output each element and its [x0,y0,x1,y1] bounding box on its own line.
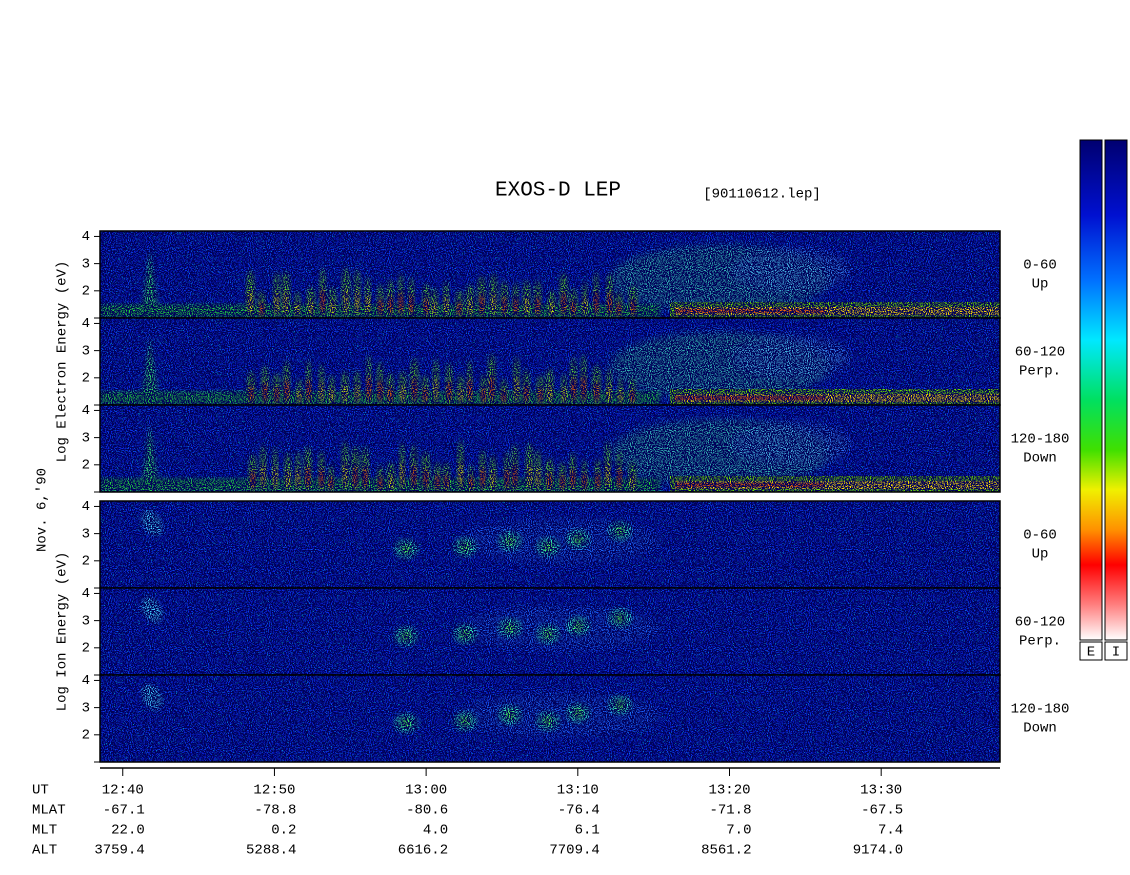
panel-direction: Up [1032,547,1049,563]
y-tick-label: 2 [82,554,90,570]
ephemeris-value: 6616.2 [398,843,448,859]
x-tick-label: 13:10 [557,783,599,799]
file-name: [90110612.lep] [703,187,821,203]
ephemeris-value: -80.6 [406,803,448,819]
spectrogram-panel [100,588,1000,675]
panel-range: 60-120 [1015,345,1065,361]
panel-direction: Perp. [1019,364,1061,380]
x-tick-label: 13:30 [860,783,902,799]
ephemeris-value: 0.2 [271,823,296,839]
panel-range: 120-180 [1011,432,1070,448]
color-bar [1104,139,1128,641]
y-tick-label: 3 [82,526,90,542]
x-tick-label: 13:00 [405,783,447,799]
color-bar [1079,139,1103,641]
y-tick-label: 4 [82,673,90,689]
y-tick-label: 2 [82,728,90,744]
panel-range: 120-180 [1011,702,1070,718]
panel-direction: Perp. [1019,634,1061,650]
ephemeris-value: 22.0 [111,823,145,839]
y-tick-label: 4 [82,499,90,515]
y-axis-label: Log Electron Energy (eV) [55,261,71,463]
y-tick-label: 2 [82,371,90,387]
y-tick-label: 3 [82,430,90,446]
panel-frame [99,674,1001,763]
color-bar-label: E [1087,645,1095,661]
spectrogram-panel [100,405,1000,492]
panel-direction: Down [1023,451,1057,467]
color-bar-box [1079,641,1103,661]
spectrogram-panel [100,231,1000,318]
row-label: UT [32,783,49,799]
ephemeris-value: 4.0 [423,823,448,839]
y-tick-label: 4 [82,316,90,332]
ephemeris-value: -67.5 [861,803,903,819]
panel-frame [99,404,1001,493]
color-bar-label: I [1112,645,1120,661]
panel-range: 60-120 [1015,615,1065,631]
y-tick-label: 4 [82,403,90,419]
y-tick-label: 3 [82,613,90,629]
ephemeris-value: 7.0 [726,823,751,839]
y-tick-label: 4 [82,229,90,245]
panel-direction: Up [1032,277,1049,293]
y-tick-label: 2 [82,641,90,657]
ephemeris-value: 6.1 [575,823,600,839]
y-tick-label: 3 [82,700,90,716]
panel-range: 0-60 [1023,528,1057,544]
ephemeris-value: -76.4 [558,803,600,819]
date-label: Nov. 6,'90 [35,468,51,552]
dropouts [100,675,1000,762]
y-tick-label: 4 [82,586,90,602]
ephemeris-value: 7.4 [878,823,903,839]
y-tick-label: 3 [82,343,90,359]
ephemeris-value: -67.1 [103,803,145,819]
row-label: MLAT [32,803,66,819]
ephemeris-value: 3759.4 [94,843,144,859]
ephemeris-value: 8561.2 [701,843,751,859]
y-tick-label: 2 [82,284,90,300]
color-bar-box [1104,641,1128,661]
y-tick-label: 2 [82,458,90,474]
dropouts [100,318,1000,405]
dropouts [100,231,1000,318]
panel-direction: Down [1023,721,1057,737]
ephemeris-value: -71.8 [709,803,751,819]
row-label: ALT [32,843,57,859]
spectrogram-panel [100,501,1000,588]
title: EXOS-D LEP [495,180,621,203]
dropouts [100,501,1000,588]
dropouts [100,588,1000,675]
row-label: MLT [32,823,57,839]
spectrogram-panel [100,318,1000,405]
x-tick-label: 12:40 [102,783,144,799]
x-tick-label: 12:50 [253,783,295,799]
x-tick-label: 13:20 [708,783,750,799]
y-tick-label: 3 [82,256,90,272]
ephemeris-value: -78.8 [254,803,296,819]
ephemeris-value: 5288.4 [246,843,296,859]
y-axis-label: Log Ion Energy (eV) [55,552,71,712]
dropouts [100,405,1000,492]
ephemeris-value: 9174.0 [853,843,903,859]
panel-range: 0-60 [1023,258,1057,274]
ephemeris-value: 7709.4 [549,843,599,859]
spectrogram-panel [100,675,1000,762]
